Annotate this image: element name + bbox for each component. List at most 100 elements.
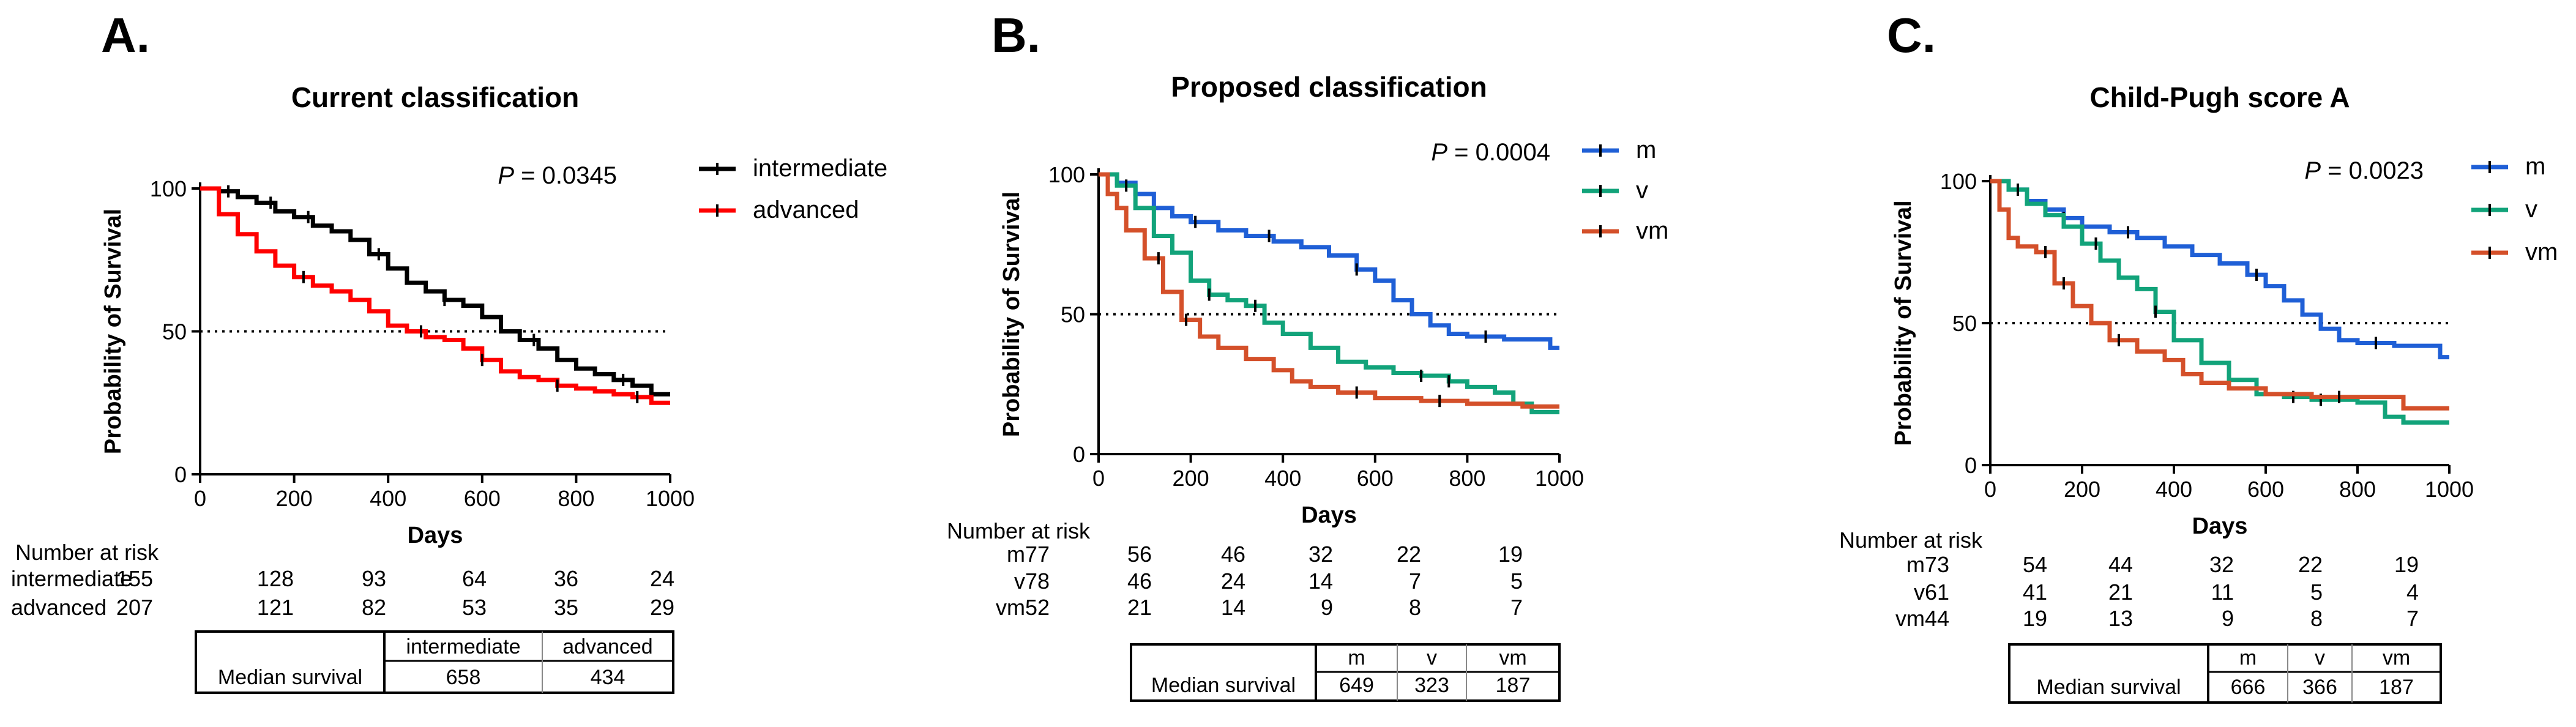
series-line-vm: [1099, 172, 1559, 409]
median-table-row-label: Median survival: [2036, 676, 2181, 699]
x-tick-label: 0: [1092, 466, 1105, 491]
p-value: P = 0.0345: [498, 162, 617, 189]
median-table-header: vm: [2383, 646, 2410, 669]
series-line-v: [1099, 172, 1559, 414]
median-table-header: intermediate: [406, 635, 520, 658]
y-axis-label: Probability of Survival: [999, 192, 1025, 437]
y-axis-label: Probability of Survival: [1891, 200, 1916, 446]
risk-value: 8: [2310, 606, 2323, 631]
median-table-header: advanced: [562, 635, 652, 658]
median-table-value: 434: [591, 666, 625, 689]
risk-value: 54: [2023, 552, 2047, 577]
y-tick-label: 0: [174, 462, 187, 487]
median-table-header: m: [1348, 646, 1365, 669]
legend-label-advanced: advanced: [753, 196, 859, 223]
risk-value: 82: [362, 595, 386, 620]
risk-value: 128: [257, 566, 294, 591]
y-tick-label: 50: [1952, 311, 1977, 336]
risk-value: 4: [2406, 580, 2419, 605]
risk-value: 64: [462, 566, 487, 591]
x-tick-label: 200: [276, 486, 313, 511]
risk-value: 41: [2023, 580, 2047, 605]
x-tick-label: 600: [1357, 466, 1394, 491]
legend-label-v: v: [1636, 177, 1648, 204]
x-tick-label: 600: [2247, 477, 2284, 502]
risk-row-label: v: [1914, 580, 1925, 605]
risk-value: 78: [1025, 569, 1050, 594]
risk-value: 21: [2108, 580, 2133, 605]
risk-value: 46: [1221, 542, 1245, 567]
risk-value: 7: [1409, 569, 1421, 594]
risk-value: 14: [1309, 569, 1333, 594]
risk-value: 29: [650, 595, 674, 620]
risk-value: 22: [1397, 542, 1421, 567]
risk-value: 73: [1925, 552, 1949, 577]
risk-value: 61: [1925, 580, 1949, 605]
x-tick-label: 400: [2156, 477, 2192, 502]
risk-row-label: intermediate: [11, 566, 132, 591]
series-line-m: [1990, 179, 2449, 360]
x-tick-label: 200: [2064, 477, 2100, 502]
panel-label: B.: [991, 8, 1040, 62]
median-table-header: v: [2315, 646, 2325, 669]
risk-value: 93: [362, 566, 386, 591]
median-table-row-label: Median survival: [1151, 674, 1296, 697]
median-table-row-label: Median survival: [218, 666, 362, 689]
legend-label-vm: vm: [2525, 239, 2558, 266]
x-tick-label: 800: [2339, 477, 2376, 502]
x-tick-label: 400: [1264, 466, 1301, 491]
risk-value: 14: [1221, 595, 1245, 620]
risk-row-label: vm: [996, 595, 1025, 620]
median-table-value: 666: [2231, 676, 2266, 699]
y-tick-label: 50: [162, 319, 187, 345]
risk-value: 35: [554, 595, 578, 620]
x-tick-label: 800: [1449, 466, 1485, 491]
risk-value: 8: [1409, 595, 1421, 620]
risk-value: 7: [1510, 595, 1523, 620]
risk-value: 7: [2406, 606, 2419, 631]
legend-label-v: v: [2525, 196, 2537, 223]
risk-value: 19: [1498, 542, 1523, 567]
risk-value: 121: [257, 595, 294, 620]
median-table-value: 323: [1414, 674, 1449, 697]
median-table-value: 366: [2302, 676, 2337, 699]
risk-value: 44: [2108, 552, 2133, 577]
y-tick-label: 0: [1073, 442, 1085, 467]
risk-value: 13: [2108, 606, 2133, 631]
risk-value: 77: [1025, 542, 1050, 567]
risk-value: 19: [2023, 606, 2047, 631]
x-tick-label: 200: [1173, 466, 1209, 491]
legend-label-m: m: [2525, 153, 2545, 180]
risk-value: 52: [1025, 595, 1050, 620]
median-table-value: 649: [1339, 674, 1374, 697]
x-tick-label: 1000: [646, 486, 695, 511]
risk-value: 207: [116, 595, 153, 620]
risk-value: 21: [1127, 595, 1152, 620]
series-line-intermediate: [200, 186, 670, 397]
median-table-value: 187: [2379, 676, 2414, 699]
risk-table-header: Number at risk: [947, 518, 1091, 543]
risk-value: 46: [1127, 569, 1152, 594]
x-tick-label: 1000: [2425, 477, 2474, 502]
risk-value: 32: [1309, 542, 1333, 567]
legend-label-vm: vm: [1636, 217, 1668, 244]
x-tick-label: 600: [464, 486, 501, 511]
p-value: P = 0.0023: [2304, 157, 2424, 184]
risk-table-header: Number at risk: [15, 540, 159, 565]
risk-value: 155: [116, 566, 153, 591]
median-table-header: m: [2239, 646, 2257, 669]
risk-row-label: vm: [1895, 606, 1925, 631]
chart-title: Child-Pugh score A: [2089, 81, 2350, 113]
x-axis-label: Days: [408, 523, 463, 548]
y-tick-label: 50: [1061, 302, 1085, 327]
x-axis-label: Days: [1301, 502, 1357, 528]
risk-value: 22: [2298, 552, 2323, 577]
risk-value: 53: [462, 595, 487, 620]
risk-value: 44: [1925, 606, 1949, 631]
risk-row-label: m: [1007, 542, 1025, 567]
series-line-vm: [1990, 179, 2449, 411]
risk-value: 19: [2394, 552, 2419, 577]
chart-title: Current classification: [291, 81, 579, 113]
